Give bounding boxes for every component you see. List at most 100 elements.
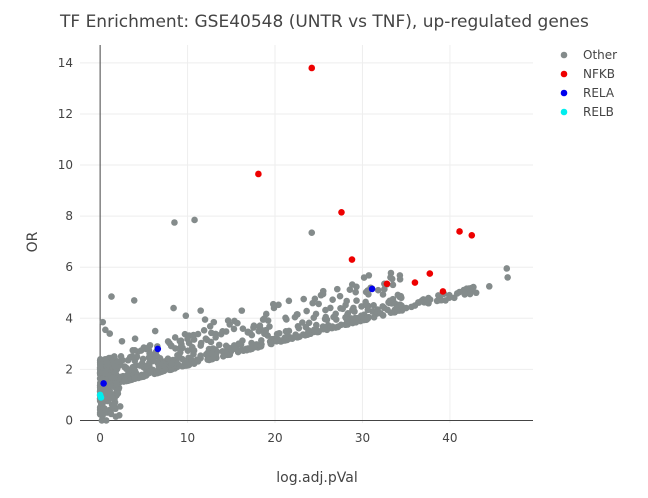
- point-other: [348, 281, 356, 288]
- point-nfkb: [348, 256, 356, 263]
- point-other: [182, 312, 190, 320]
- y-tick-label: 8: [65, 209, 73, 223]
- legend-marker: [560, 70, 568, 78]
- point-other: [295, 324, 303, 332]
- legend-item-relb[interactable]: RELB: [560, 105, 614, 119]
- x-tick-labels: 0 10 20 30 40: [96, 431, 457, 445]
- point-other: [171, 334, 179, 341]
- point-other: [131, 367, 139, 375]
- legend-item-other[interactable]: Other: [560, 48, 617, 62]
- point-other: [300, 295, 307, 303]
- point-other: [181, 359, 189, 366]
- point-other: [99, 400, 106, 408]
- point-other: [215, 341, 223, 349]
- point-other: [258, 337, 265, 344]
- point-other: [358, 303, 365, 310]
- point-other: [131, 375, 138, 382]
- point-other: [310, 326, 318, 334]
- legend-item-nfkb[interactable]: NFKB: [560, 67, 615, 81]
- point-other: [116, 403, 124, 410]
- point-other: [285, 297, 293, 305]
- point-other: [260, 315, 268, 322]
- legend-label: NFKB: [583, 67, 615, 81]
- legend[interactable]: Other NFKB RELA RELB: [560, 48, 617, 119]
- point-other: [269, 300, 277, 308]
- point-other: [377, 310, 384, 317]
- point-nfkb: [383, 280, 391, 288]
- data-points: [96, 64, 511, 424]
- point-other: [370, 314, 378, 321]
- point-other: [197, 342, 204, 349]
- point-other: [342, 301, 349, 309]
- point-other: [112, 413, 120, 420]
- point-other: [102, 326, 109, 334]
- point-other: [243, 346, 251, 354]
- x-tick-label: 20: [267, 431, 282, 445]
- point-other: [114, 390, 122, 397]
- point-other: [239, 325, 247, 332]
- legend-marker: [560, 108, 568, 116]
- point-other: [363, 302, 370, 309]
- y-axis-title: OR: [25, 231, 41, 252]
- grid: [80, 45, 533, 423]
- point-other: [179, 344, 186, 352]
- point-other: [299, 319, 306, 326]
- point-other: [99, 318, 107, 326]
- point-other: [122, 365, 130, 373]
- point-other: [194, 358, 202, 365]
- point-other: [143, 362, 150, 370]
- point-other: [504, 274, 511, 281]
- point-other: [450, 294, 458, 302]
- point-other: [207, 338, 215, 346]
- point-other: [231, 345, 239, 353]
- point-other: [248, 339, 255, 347]
- point-other: [146, 350, 153, 357]
- point-other: [110, 401, 118, 409]
- point-other: [304, 331, 311, 339]
- point-other: [381, 285, 388, 293]
- point-other: [131, 335, 139, 343]
- legend-item-rela[interactable]: RELA: [560, 86, 615, 100]
- point-other: [257, 342, 265, 350]
- point-other: [402, 304, 410, 312]
- point-other: [114, 358, 122, 365]
- point-other: [303, 307, 310, 315]
- point-other: [256, 323, 263, 330]
- point-other: [411, 302, 419, 309]
- point-other: [164, 338, 172, 345]
- x-tick-label: 30: [355, 431, 370, 445]
- point-other: [311, 295, 319, 303]
- point-other: [168, 360, 176, 368]
- point-other: [113, 380, 120, 387]
- point-other: [154, 359, 161, 367]
- point-other: [234, 319, 241, 327]
- point-other: [205, 356, 213, 364]
- legend-marker: [560, 51, 568, 59]
- point-other: [118, 337, 126, 345]
- point-other: [142, 372, 150, 379]
- point-other: [332, 310, 339, 318]
- point-other: [374, 286, 382, 294]
- point-other: [302, 323, 310, 331]
- chart-title: TF Enrichment: GSE40548 (UNTR vs TNF), u…: [59, 12, 589, 32]
- point-other: [273, 330, 281, 338]
- point-other: [130, 297, 138, 304]
- point-nfkb: [255, 170, 262, 178]
- point-other: [209, 345, 217, 352]
- point-other: [385, 298, 392, 306]
- point-other: [310, 314, 318, 321]
- point-other: [112, 369, 119, 377]
- point-other: [333, 285, 341, 293]
- point-other: [154, 369, 161, 377]
- point-other: [212, 334, 219, 341]
- point-other: [171, 219, 178, 226]
- point-other: [436, 296, 443, 304]
- y-tick-label: 10: [58, 158, 73, 172]
- point-other: [204, 349, 212, 356]
- point-other: [360, 274, 368, 281]
- point-other: [99, 375, 106, 382]
- point-other: [244, 329, 252, 336]
- point-other: [175, 351, 183, 358]
- y-tick-label: 12: [58, 107, 73, 121]
